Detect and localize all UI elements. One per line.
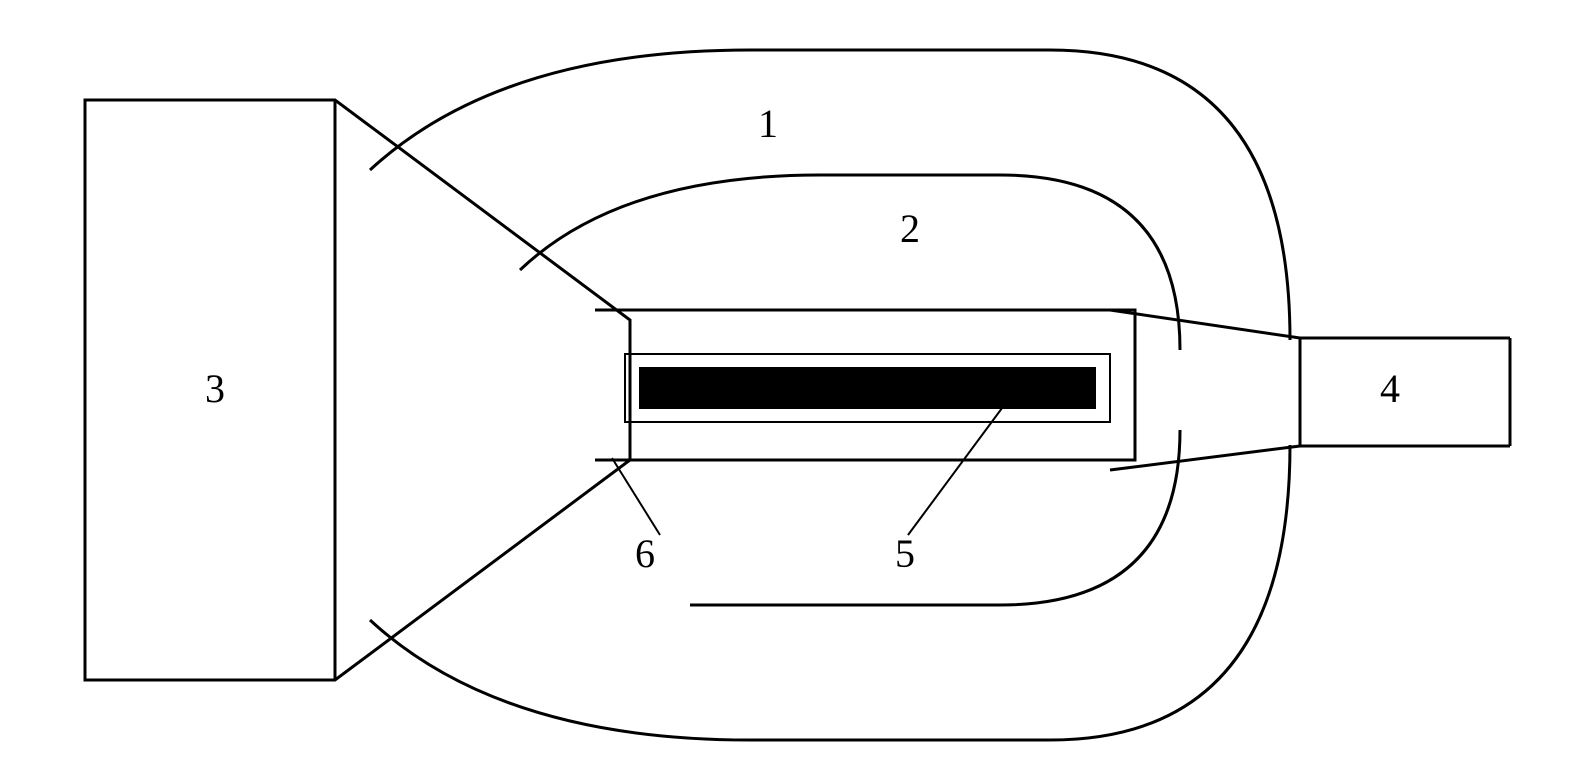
label-1: 1: [758, 100, 778, 147]
label-6: 6: [635, 530, 655, 577]
diagram-canvas: [0, 0, 1595, 783]
leader-line-6: [612, 458, 660, 535]
center-core: [640, 368, 1095, 408]
label-2: 2: [900, 205, 920, 252]
label-3: 3: [205, 365, 225, 412]
left-funnel: [85, 100, 630, 680]
right-port: [1110, 310, 1510, 470]
label-5: 5: [895, 530, 915, 577]
leader-line-5: [908, 400, 1008, 535]
label-4: 4: [1380, 365, 1400, 412]
